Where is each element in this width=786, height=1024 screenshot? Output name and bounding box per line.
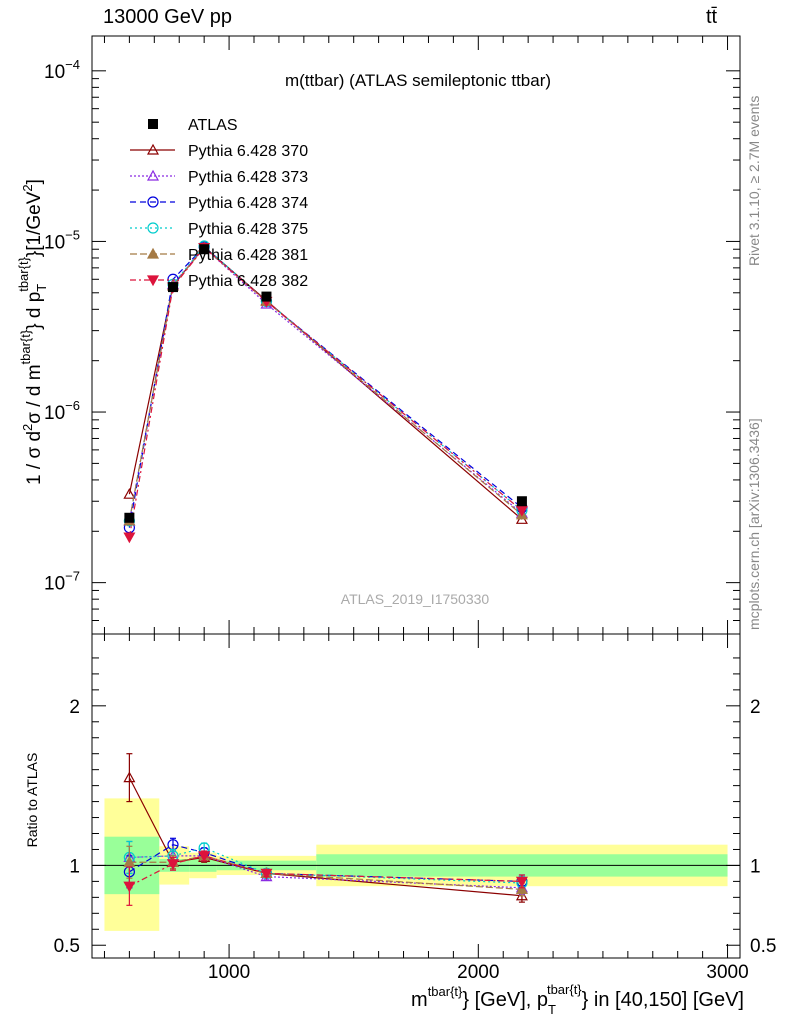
series-point — [146, 275, 160, 287]
legend-label: Pythia 6.428 373 — [188, 169, 308, 186]
legend-label: Pythia 6.428 370 — [188, 143, 308, 160]
series-point — [123, 487, 136, 499]
series-point — [123, 856, 136, 867]
ratio-y-tick-label-left: 1 — [69, 856, 80, 877]
y-tick-label: 10−5 — [44, 227, 80, 253]
x-axis-label: mtbar{t}} [GeV], pTtbar{t}} in [40,150] … — [411, 982, 744, 1017]
series-point — [146, 247, 160, 259]
legend-label: Pythia 6.428 381 — [188, 247, 308, 264]
ratio-y-tick-label-right: 2 — [750, 697, 761, 718]
series-point — [166, 859, 180, 871]
axes: 1000 2000 3000 10−7 10−6 10−5 10−4 0.5 0.5 1 1 2 2 — [44, 35, 776, 983]
y-tick-label: 10−6 — [44, 398, 80, 424]
series-point — [123, 771, 136, 783]
data-point — [516, 496, 527, 507]
series-point — [123, 532, 136, 544]
data-point — [168, 282, 178, 293]
ratio-y-tick-label-right: 0.5 — [750, 936, 776, 957]
legend: ATLAS Pythia 6.428 370 Pythia 6.428 373 Pyt… — [130, 117, 308, 290]
series-point — [146, 143, 160, 155]
ratio-frame — [91, 633, 741, 959]
main-panel — [123, 240, 528, 544]
series-point — [198, 851, 211, 863]
analysis-watermark: ATLAS_2019_I1750330 — [341, 591, 490, 607]
ratio-panel — [123, 753, 528, 906]
legend-label: Pythia 6.428 382 — [188, 273, 308, 290]
svg-text:1 / σ d2σ / d mtbar{t}} d pTtb: 1 / σ d2σ / d mtbar{t}} d pTtbar{t}}[1/G… — [16, 179, 49, 485]
process-label: tt̄ — [706, 6, 718, 28]
data-point — [261, 291, 272, 302]
series-point — [147, 222, 159, 234]
series-point — [515, 505, 528, 517]
data-point — [124, 512, 135, 523]
x-tick-label: 3000 — [706, 962, 748, 983]
series-point — [515, 883, 528, 894]
ratio-y-tick-label-left: 0.5 — [54, 936, 80, 957]
series-line — [128, 246, 523, 522]
main-y-axis-label: 1 / σ d2σ / d mtbar{t}} d pTtbar{t}}[1/G… — [16, 179, 49, 485]
series-point — [147, 196, 159, 208]
svg-text:mtbar{t}} [GeV], pTtbar{t}} in: mtbar{t}} [GeV], pTtbar{t}} in [40,150] … — [411, 982, 744, 1017]
ratio-y-tick-label-right: 1 — [750, 856, 761, 877]
x-tick-label: 2000 — [457, 962, 499, 983]
series-point — [146, 169, 160, 181]
ratio-y-tick-label-left: 2 — [69, 697, 80, 718]
y-tick-label: 10−7 — [44, 569, 80, 595]
data-point — [148, 119, 158, 129]
legend-label: Pythia 6.428 374 — [188, 195, 308, 212]
series-point — [260, 868, 273, 880]
ratio-series-line — [129, 855, 522, 889]
ratio-y-axis-label: Ratio to ATLAS — [24, 753, 40, 848]
x-tick-label: 1000 — [208, 962, 250, 983]
energy-label: 13000 GeV pp — [103, 6, 232, 28]
ratio-series-line — [129, 855, 522, 887]
chart-title: m(ttbar) (ATLAS semileptonic ttbar) — [285, 71, 551, 90]
series-line — [128, 246, 523, 538]
series-point — [515, 876, 528, 888]
legend-label-atlas: ATLAS — [188, 117, 238, 134]
data-point — [199, 244, 210, 255]
ratio-uncertainty-bands — [92, 798, 740, 931]
series-point — [123, 881, 136, 893]
legend-label: Pythia 6.428 375 — [188, 221, 308, 238]
y-tick-label: 10−4 — [44, 57, 80, 83]
